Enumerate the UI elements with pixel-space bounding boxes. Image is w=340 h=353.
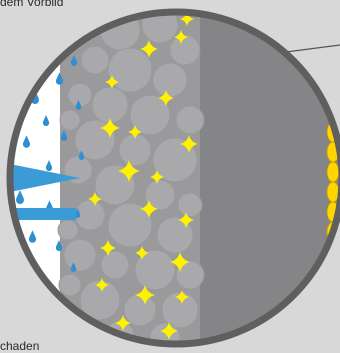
caption-top: dem Vorbild: [0, 0, 64, 9]
callout-line: [285, 44, 340, 53]
caption-bottom: chaden: [0, 339, 40, 353]
dense-concrete-zone: [200, 13, 340, 343]
magnifier-ring: [6, 8, 340, 348]
arrow-icon: [11, 162, 80, 220]
